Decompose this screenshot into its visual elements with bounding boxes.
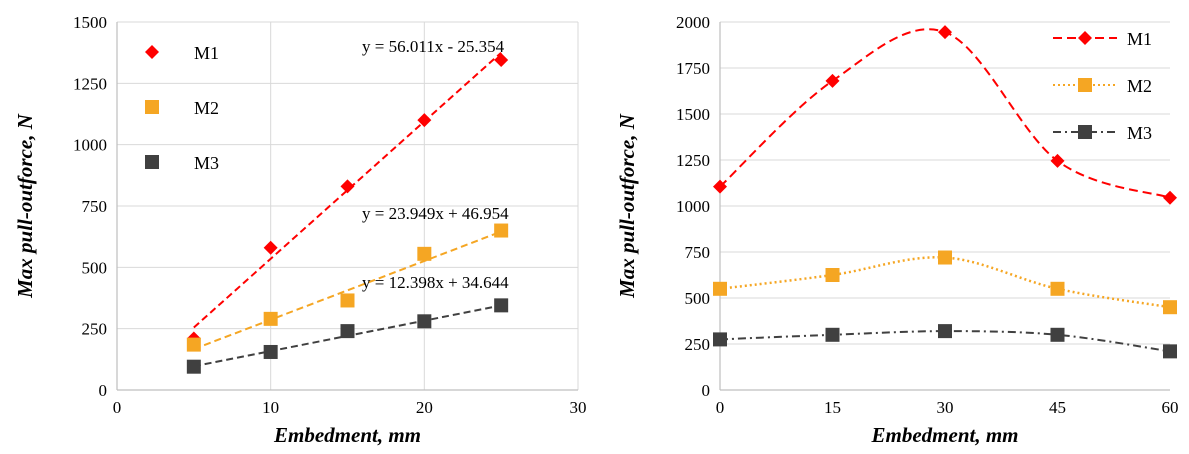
legend-label-m2: M2 [194,98,219,118]
y-tick-label: 1500 [676,105,710,124]
data-point [340,324,355,339]
legend-label-m2: M2 [1127,76,1152,96]
data-point [825,73,840,88]
data-point [417,113,432,128]
y-tick-label: 250 [82,320,108,339]
legend-marker-m3 [145,155,159,169]
y-tick-label: 0 [702,381,711,400]
y-axis-label: Max pull-outforce, N [13,113,37,299]
y-tick-label: 750 [82,197,108,216]
trendline-equation-m3: y = 12.398x + 34.644 [362,273,509,292]
x-tick-label: 15 [824,398,841,417]
trendline-equation-m2: y = 23.949x + 46.954 [362,204,509,223]
legend-label-m1: M1 [194,43,219,63]
legend-marker-m2 [145,100,159,114]
data-point [186,337,201,352]
chart-left: 0 250 500 750 1000 1250 1500 0 10 20 30 Embedment, … [13,13,587,447]
data-point [263,240,278,255]
y-tick-label: 750 [685,243,711,262]
series-line-m1 [719,28,1171,199]
y-tick-label: 1250 [73,74,107,93]
data-point [1163,300,1177,315]
x-tick-label: 10 [262,398,279,417]
series-m1 [713,25,1177,205]
y-tick-label: 500 [82,258,108,277]
data-point [825,327,840,342]
data-point [713,179,727,194]
data-point [1050,281,1065,296]
data-point [417,314,432,329]
legend-marker-m1 [1078,31,1092,45]
series-m2 [713,250,1177,315]
series-m3 [713,324,1177,359]
data-point [1163,190,1177,205]
data-point [263,311,278,326]
trendline-equation-m1: y = 56.011x - 25.354 [362,37,505,56]
y-tick-label: 500 [685,289,711,308]
x-tick-label: 0 [716,398,725,417]
legend-label-m1: M1 [1127,29,1152,49]
series-m3 [186,298,509,374]
data-point [340,179,355,194]
trendline-m1 [193,51,502,329]
x-tick-label: 20 [416,398,433,417]
data-point [713,332,727,347]
x-axis-label: Embedment, mm [273,423,421,447]
y-tick-label: 1000 [73,136,107,155]
y-tick-label: 1250 [676,151,710,170]
x-tick-label: 30 [570,398,587,417]
data-point [186,359,201,374]
data-point [1050,153,1065,168]
x-tick-label: 30 [937,398,954,417]
y-tick-label: 0 [99,381,108,400]
data-point [417,246,432,261]
x-tick-label: 45 [1049,398,1066,417]
data-point [1050,327,1065,342]
y-tick-label: 2000 [676,13,710,32]
x-axis-label: Embedment, mm [871,423,1019,447]
series-line-m3 [719,330,1171,353]
legend-marker-m3 [1078,125,1092,139]
data-point [494,298,509,313]
data-point [340,293,355,308]
y-tick-label: 1500 [73,13,107,32]
x-tick-label: 60 [1162,398,1179,417]
x-tick-label: 0 [113,398,122,417]
data-point [1163,344,1177,359]
y-tick-label: 1750 [676,59,710,78]
data-point [825,268,840,282]
data-point [938,324,952,339]
data-point [494,53,509,68]
data-point [713,281,727,296]
series-line-m2 [719,256,1171,309]
legend-label-m3: M3 [1127,123,1152,143]
y-axis-label: Max pull-outforce, N [615,113,639,299]
data-point [938,25,952,40]
series-m2 [186,223,509,352]
legend-marker-m2 [1078,78,1092,92]
data-point [938,250,952,265]
y-tick-label: 1000 [676,197,710,216]
data-point [263,344,278,359]
data-point [494,223,509,238]
chart-right: 0 250 500 750 1000 1250 1500 1750 2000 0 15 30 45 60 E… [615,13,1179,447]
legend-marker-m1 [145,45,159,59]
legend-label-m3: M3 [194,153,219,173]
y-tick-label: 250 [685,335,711,354]
